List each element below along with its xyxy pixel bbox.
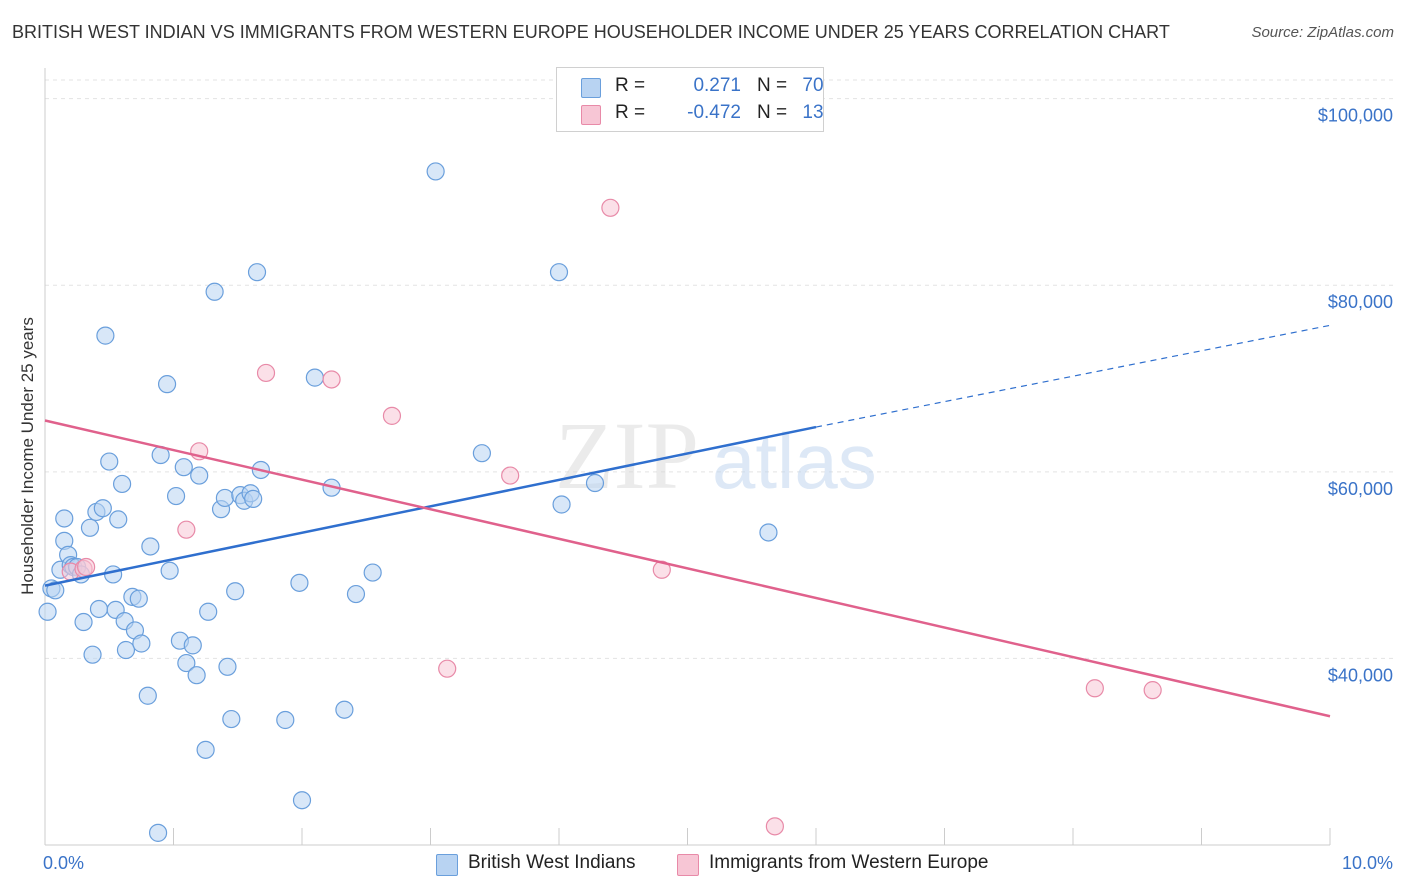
point-immigrants-western-europe	[501, 466, 520, 485]
point-british-west-indians	[226, 582, 245, 601]
point-immigrants-western-europe	[438, 659, 457, 678]
point-british-west-indians	[187, 666, 206, 685]
trend-line-immigrants-western-europe	[44, 419, 1331, 718]
point-british-west-indians	[177, 653, 196, 673]
point-british-west-indians	[205, 282, 224, 301]
point-british-west-indians	[218, 657, 237, 676]
chart-title: BRITISH WEST INDIAN VS IMMIGRANTS FROM W…	[12, 22, 1170, 42]
legend-n-label: N =	[757, 75, 788, 96]
point-british-west-indians	[552, 495, 571, 514]
gridlines	[45, 79, 1395, 659]
point-british-west-indians	[93, 499, 112, 518]
point-british-west-indians	[166, 486, 186, 506]
trend-lines	[44, 324, 1331, 718]
point-british-west-indians	[276, 710, 295, 730]
legend-n-label: N =	[757, 102, 788, 123]
point-british-west-indians	[74, 612, 93, 632]
series-legend-label-1: British West Indians	[468, 852, 636, 873]
y-tick-label: $60,000	[1328, 479, 1393, 499]
legend-r-value: 0.271	[693, 75, 741, 96]
point-british-west-indians	[222, 709, 241, 729]
point-immigrants-western-europe	[1143, 681, 1162, 700]
point-british-west-indians	[148, 823, 168, 842]
series-legend-swatch-2	[677, 854, 699, 876]
point-immigrants-western-europe	[322, 370, 341, 389]
y-tick-label: $40,000	[1328, 665, 1393, 685]
series-legend-label-2: Immigrants from Western Europe	[709, 852, 989, 873]
point-immigrants-western-europe	[1085, 679, 1104, 698]
point-british-west-indians	[190, 466, 209, 485]
point-immigrants-western-europe	[77, 557, 96, 577]
point-immigrants-western-europe	[382, 406, 402, 425]
point-immigrants-western-europe	[765, 817, 784, 836]
point-british-west-indians	[472, 444, 491, 463]
correlation-legend: R = 0.271 N = 70 R = -0.472 N = 13	[556, 67, 824, 132]
series-legend-swatch-1	[436, 854, 458, 876]
point-british-west-indians	[335, 700, 354, 719]
point-british-west-indians	[55, 509, 74, 528]
watermark: ZIP atlas	[555, 402, 877, 509]
y-tick-label: $80,000	[1328, 292, 1393, 312]
trend-line-british-west-indians	[44, 425, 817, 587]
axes	[44, 68, 1331, 846]
point-british-west-indians	[132, 634, 151, 653]
point-british-west-indians	[426, 162, 445, 181]
point-british-west-indians	[247, 263, 267, 282]
point-british-west-indians	[290, 573, 309, 592]
point-british-west-indians	[585, 473, 605, 493]
point-british-west-indians	[215, 488, 234, 508]
point-british-west-indians	[292, 791, 312, 810]
x-tick-label: 0.0%	[43, 853, 84, 873]
watermark-atlas: atlas	[712, 417, 877, 505]
legend-r-label: R =	[615, 102, 646, 123]
series-legend: British West Indians Immigrants from Wes…	[0, 852, 1406, 878]
point-british-west-indians	[116, 640, 136, 660]
trend-line-extension-british-west-indians	[815, 324, 1331, 428]
point-british-west-indians	[549, 263, 569, 282]
point-british-west-indians	[89, 599, 109, 619]
point-british-west-indians	[96, 326, 115, 345]
legend-r-label: R =	[615, 75, 646, 96]
point-british-west-indians	[160, 561, 179, 580]
data-points	[38, 162, 1162, 842]
point-british-west-indians	[83, 645, 102, 664]
point-immigrants-western-europe	[601, 198, 620, 217]
x-tick-label: 10.0%	[1342, 853, 1393, 873]
point-british-west-indians	[46, 581, 65, 600]
y-axis-label: Householder Income Under 25 years	[18, 317, 37, 595]
point-british-west-indians	[183, 636, 202, 655]
point-british-west-indians	[199, 602, 218, 621]
point-british-west-indians	[305, 368, 324, 387]
point-british-west-indians	[196, 740, 215, 759]
point-british-west-indians	[759, 523, 778, 542]
source-label: Source: ZipAtlas.com	[1251, 24, 1394, 41]
point-british-west-indians	[346, 584, 366, 604]
point-immigrants-western-europe	[177, 520, 196, 539]
point-british-west-indians	[129, 589, 148, 608]
legend-n-value: 70	[802, 75, 824, 96]
point-british-west-indians	[138, 686, 157, 705]
point-british-west-indians	[100, 452, 119, 471]
point-british-west-indians	[80, 518, 100, 537]
point-british-west-indians	[112, 474, 132, 494]
y-tick-label: $100,000	[1318, 106, 1393, 126]
point-british-west-indians	[104, 565, 123, 584]
point-british-west-indians	[38, 602, 57, 621]
point-british-west-indians	[157, 375, 177, 394]
point-british-west-indians	[244, 489, 263, 508]
point-immigrants-western-europe	[256, 363, 276, 383]
legend-r-value: -0.472	[687, 102, 741, 123]
point-british-west-indians	[109, 510, 128, 529]
point-british-west-indians	[363, 563, 382, 582]
legend-swatch-series2	[581, 105, 601, 125]
point-british-west-indians	[141, 537, 160, 556]
legend-n-value: 13	[802, 102, 824, 123]
point-british-west-indians	[174, 458, 193, 477]
axis-labels: $40,000 $60,000 $80,000 $100,000 0.0% 10.0% Ho…	[18, 106, 1393, 873]
legend-swatch-series1	[581, 78, 601, 98]
